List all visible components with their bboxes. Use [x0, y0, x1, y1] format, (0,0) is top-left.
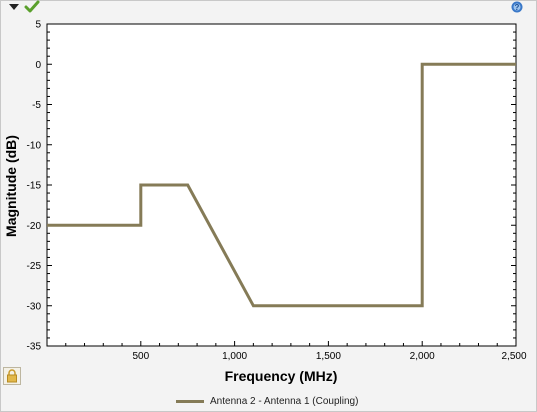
lock-icon[interactable]: [3, 367, 21, 385]
x-tick-label: 1,500: [316, 351, 341, 362]
help-icon[interactable]: ?: [511, 1, 523, 13]
triangle-down-icon[interactable]: [8, 2, 20, 12]
legend: Antenna 2 - Antenna 1 (Coupling): [176, 394, 358, 408]
y-tick-label: -20: [27, 221, 42, 232]
x-tick-label: 2,500: [501, 351, 526, 362]
y-tick-label: -10: [27, 140, 42, 151]
y-axis-label: Magnitude (dB): [3, 135, 19, 237]
y-tick-label: -25: [27, 261, 42, 272]
x-tick-label: 2,000: [410, 351, 435, 362]
x-tick-label: 1,000: [222, 351, 247, 362]
y-tick-label: -5: [32, 100, 41, 111]
checkmark-icon[interactable]: [24, 0, 40, 14]
y-tick-label: -35: [27, 342, 42, 353]
series-line: [47, 62, 516, 308]
plot-area: [46, 23, 517, 347]
x-axis-label: Frequency (MHz): [225, 368, 338, 384]
x-tick-label: 500: [132, 351, 149, 362]
y-tick-label: -15: [27, 181, 42, 192]
y-tick-label: -30: [27, 301, 42, 312]
legend-label: Antenna 2 - Antenna 1 (Coupling): [210, 395, 359, 407]
legend-swatch: [176, 399, 204, 403]
y-tick-label: 0: [35, 60, 41, 71]
svg-text:?: ?: [515, 3, 520, 12]
y-tick-label: 5: [35, 20, 41, 31]
